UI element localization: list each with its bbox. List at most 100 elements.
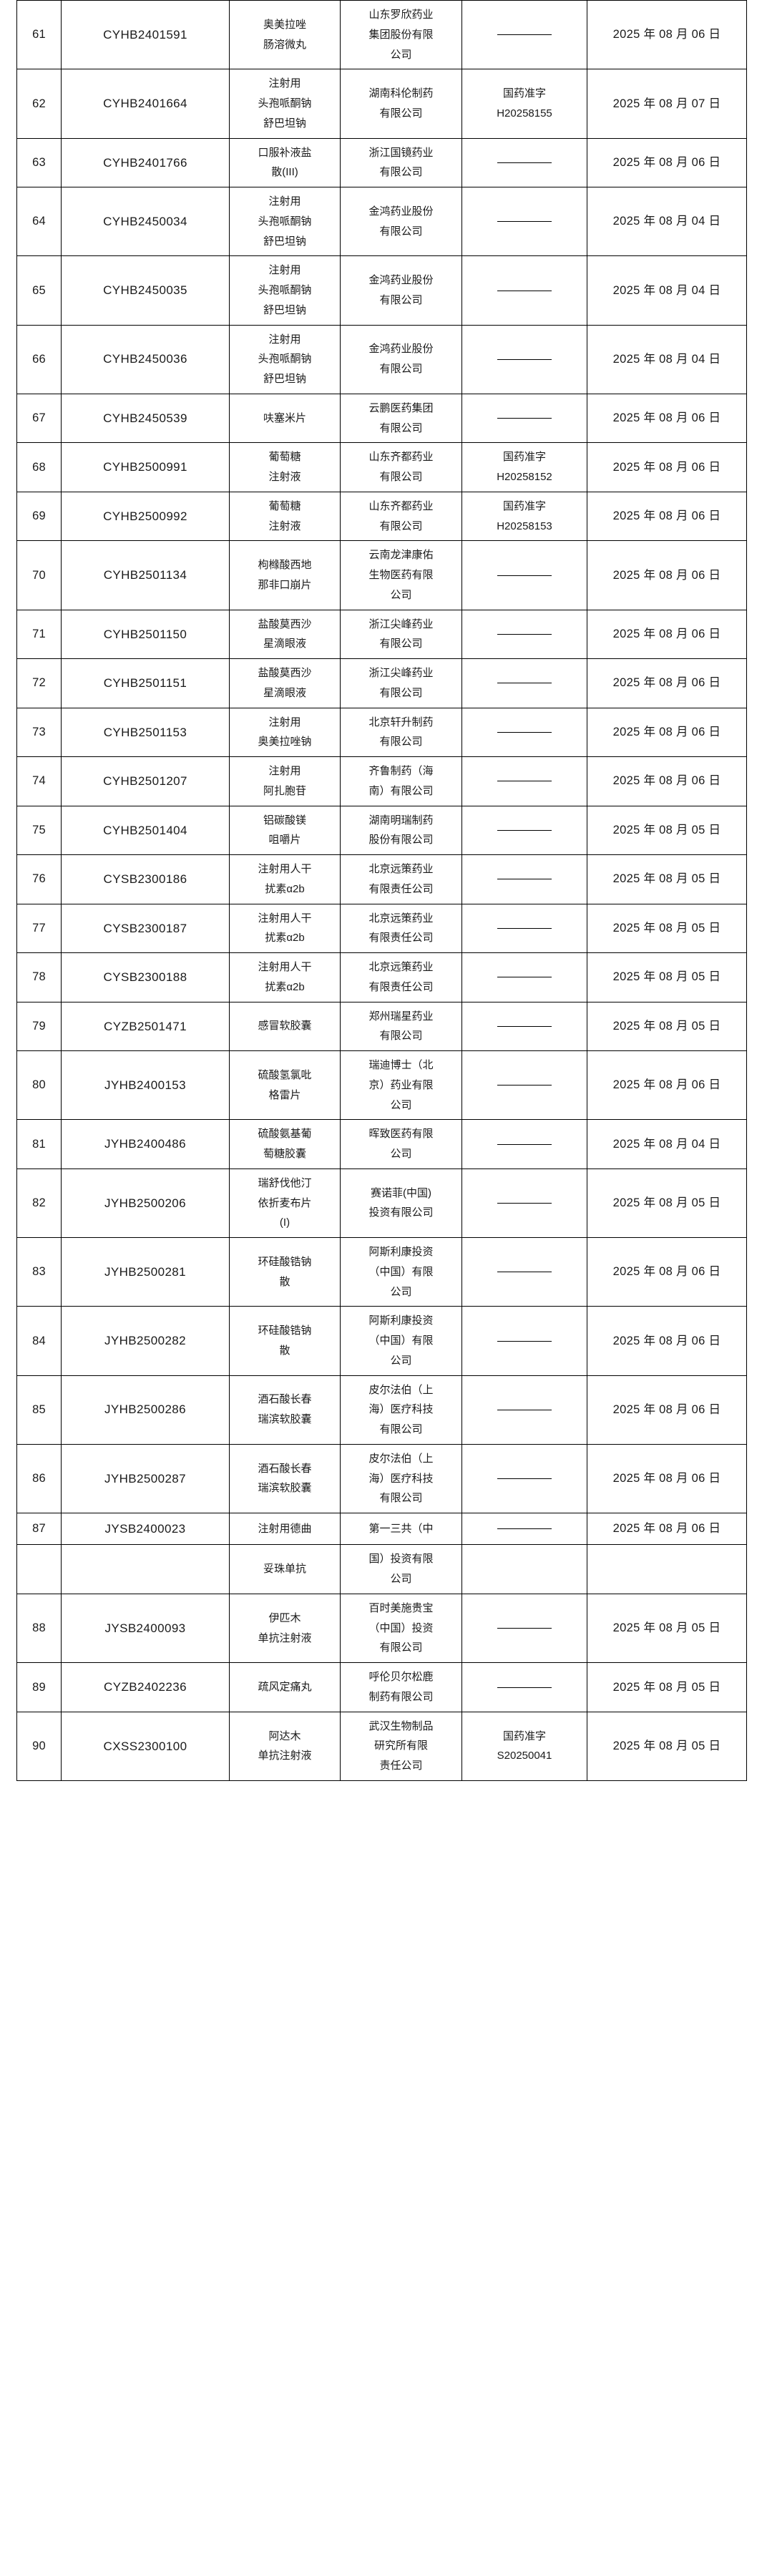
- cell-date: 2025 年 08 月 06 日: [587, 0, 747, 70]
- cell-code: CYZB2402236: [61, 1662, 230, 1712]
- table-row: 89 CYZB2402236 疏风定痛丸 呼伦贝尔松鹿 制药有限公司 2025 年 08 …: [16, 1662, 747, 1712]
- cell-no: 66: [16, 324, 62, 394]
- cell-approval: 国药准字 H20258152: [461, 442, 587, 492]
- table-row: 79 CYZB2501471 感冒软胶囊 郑州瑞星药业 有限公司 2025 年 08 月 …: [16, 1001, 747, 1051]
- cell-holder: 北京远策药业 有限责任公司: [340, 903, 462, 953]
- cell-no: 77: [16, 903, 62, 953]
- cell-code: CYHB2500991: [61, 442, 230, 492]
- table-row: 75 CYHB2501404 铝碳酸镁 咀嚼片 湖南明瑞制药 股份有限公司 2025 年 0…: [16, 805, 747, 855]
- cell-holder: 金鸿药业股份 有限公司: [340, 255, 462, 326]
- table-row: 62 CYHB2401664 注射用 头孢哌酮钠 舒巴坦钠 湖南科伦制药 有限公司 国药准字 H…: [16, 69, 747, 139]
- cell-approval: 国药准字 H20258153: [461, 491, 587, 542]
- em-dash-placeholder: [497, 927, 552, 929]
- cell-date: 2025 年 08 月 05 日: [587, 854, 747, 904]
- cell-name: 硫酸氨基葡 萄糖胶囊: [229, 1119, 341, 1169]
- cell-date: 2025 年 08 月 05 日: [587, 1168, 747, 1239]
- cell-approval: [461, 1001, 587, 1051]
- cell-approval: [461, 952, 587, 1002]
- cell-name: 枸橼酸西地 那非口崩片: [229, 540, 341, 610]
- cell-code: CYHB2500992: [61, 491, 230, 542]
- table-body: 61 CYHB2401591 奥美拉唑 肠溶微丸 山东罗欣药业 集团股份有限 公司 2025 …: [16, 0, 747, 1781]
- cell-code: JYHB2500206: [61, 1168, 230, 1239]
- cell-holder: 浙江国镜药业 有限公司: [340, 137, 462, 187]
- cell-no: 73: [16, 707, 62, 757]
- table-row: 68 CYHB2500991 葡萄糖 注射液 山东齐都药业 有限公司 国药准字 H202581…: [16, 442, 747, 492]
- cell-holder: 武汉生物制品 研究所有限 责任公司: [340, 1711, 462, 1781]
- em-dash-placeholder: [497, 162, 552, 163]
- cell-code: CYZB2501471: [61, 1001, 230, 1051]
- em-dash-placeholder: [497, 1628, 552, 1629]
- cell-code: JYSB2400023: [61, 1512, 230, 1546]
- em-dash-placeholder: [497, 731, 552, 733]
- cell-approval: [461, 707, 587, 757]
- em-dash-placeholder: [497, 34, 552, 36]
- cell-name: 伊匹木 单抗注射液: [229, 1593, 341, 1664]
- cell-approval: [461, 540, 587, 610]
- cell-no: 75: [16, 805, 62, 855]
- cell-name: 环硅酸锆钠散: [229, 1236, 341, 1307]
- cell-name: 盐酸莫西沙 星滴眼液: [229, 658, 341, 708]
- cell-date: 2025 年 08 月 05 日: [587, 1711, 747, 1781]
- cell-holder: 郑州瑞星药业 有限公司: [340, 1001, 462, 1051]
- cell-code: CYHB2501151: [61, 658, 230, 708]
- cell-name: 阿达木 单抗注射液: [229, 1711, 341, 1781]
- cell-approval: [461, 1375, 587, 1445]
- cell-date: 2025 年 08 月 04 日: [587, 186, 747, 257]
- cell-no: 83: [16, 1236, 62, 1307]
- em-dash-placeholder: [497, 418, 552, 419]
- cell-holder: 阿斯利康投资 （中国）有限 公司: [340, 1306, 462, 1376]
- table-row: 63 CYHB2401766 口服补液盐 散(III) 浙江国镜药业 有限公司 2025 年…: [16, 137, 747, 187]
- table-row: 66 CYHB2450036 注射用 头孢哌酮钠 舒巴坦钠 金鸿药业股份 有限公司 2025 …: [16, 324, 747, 394]
- table-row: 86 JYHB2500287 酒石酸长春 瑞滨软胶囊 皮尔法伯（上 海）医疗科技 有限公司 2…: [16, 1443, 747, 1514]
- cell-code: [61, 1544, 230, 1594]
- cell-name: 疏风定痛丸: [229, 1662, 341, 1712]
- cell-date: 2025 年 08 月 06 日: [587, 707, 747, 757]
- cell-holder: 山东齐都药业 有限公司: [340, 442, 462, 492]
- cell-holder: 皮尔法伯（上 海）医疗科技 有限公司: [340, 1443, 462, 1514]
- cell-holder: 瑞迪博士（北 京）药业有限 公司: [340, 1050, 462, 1121]
- table-row: 78 CYSB2300188 注射用人干 扰素α2b 北京远策药业 有限责任公司 2025 …: [16, 952, 747, 1002]
- table-row: 67 CYHB2450539 呋塞米片 云鹏医药集团 有限公司 2025 年 08 月 0…: [16, 393, 747, 444]
- cell-approval: [461, 609, 587, 659]
- cell-name: 注射用 头孢哌酮钠 舒巴坦钠: [229, 255, 341, 326]
- cell-name: 呋塞米片: [229, 393, 341, 444]
- cell-holder: 百时美施贵宝 （中国）投资 有限公司: [340, 1593, 462, 1664]
- cell-date: 2025 年 08 月 07 日: [587, 69, 747, 139]
- cell-date: 2025 年 08 月 04 日: [587, 324, 747, 394]
- cell-date: 2025 年 08 月 06 日: [587, 1236, 747, 1307]
- drug-registration-table: 61 CYHB2401591 奥美拉唑 肠溶微丸 山东罗欣药业 集团股份有限 公司 2025 …: [16, 0, 747, 1781]
- em-dash-placeholder: [497, 358, 552, 360]
- cell-date: 2025 年 08 月 05 日: [587, 903, 747, 953]
- cell-no: 74: [16, 756, 62, 806]
- cell-approval: 国药准字 H20258155: [461, 69, 587, 139]
- cell-name: 硫酸氢氯吡 格雷片: [229, 1050, 341, 1121]
- cell-no: 69: [16, 491, 62, 542]
- cell-code: CYHB2501207: [61, 756, 230, 806]
- cell-no: [16, 1544, 62, 1594]
- cell-approval: [461, 903, 587, 953]
- cell-holder: 北京轩升制药 有限公司: [340, 707, 462, 757]
- cell-name: 注射用 阿扎胞苷: [229, 756, 341, 806]
- cell-holder: 金鸿药业股份 有限公司: [340, 186, 462, 257]
- cell-name: 酒石酸长春 瑞滨软胶囊: [229, 1443, 341, 1514]
- table-row: 90 CXSS2300100 阿达木 单抗注射液 武汉生物制品 研究所有限 责任公司 国药准字…: [16, 1711, 747, 1781]
- cell-code: CYHB2450036: [61, 324, 230, 394]
- cell-approval: [461, 255, 587, 326]
- cell-date: 2025 年 08 月 06 日: [587, 491, 747, 542]
- cell-holder: 山东齐都药业 有限公司: [340, 491, 462, 542]
- cell-date: 2025 年 08 月 06 日: [587, 540, 747, 610]
- cell-name: 铝碳酸镁 咀嚼片: [229, 805, 341, 855]
- cell-approval: [461, 1119, 587, 1169]
- cell-name: 环硅酸锆钠散: [229, 1306, 341, 1376]
- cell-name: 注射用 奥美拉唑钠: [229, 707, 341, 757]
- cell-approval: [461, 393, 587, 444]
- cell-code: JYHB2500282: [61, 1306, 230, 1376]
- cell-no: 70: [16, 540, 62, 610]
- cell-code: CYHB2450035: [61, 255, 230, 326]
- cell-code: JYHB2400153: [61, 1050, 230, 1121]
- table-row: 71 CYHB2501150 盐酸莫西沙 星滴眼液 浙江尖峰药业 有限公司 2025 年 0…: [16, 609, 747, 659]
- cell-holder: 齐鲁制药（海 南）有限公司: [340, 756, 462, 806]
- cell-code: JYHB2500286: [61, 1375, 230, 1445]
- cell-approval: [461, 1662, 587, 1712]
